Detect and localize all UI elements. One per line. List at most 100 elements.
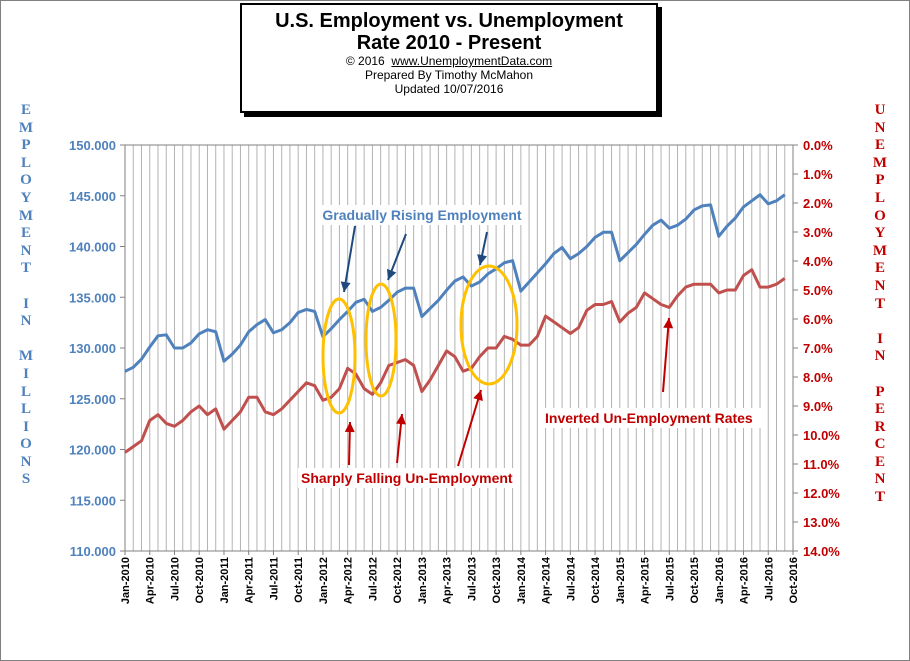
right-axis-tick-label: 10.0%	[803, 428, 840, 443]
left-axis-label-letter: E	[20, 225, 31, 242]
right-axis-tick-label: 12.0%	[803, 486, 840, 501]
copyright-line: © 2016 www.UnemploymentData.com	[242, 54, 656, 68]
x-axis-tick-label: Jul-2016	[763, 557, 775, 601]
x-axis-tick-label: Apr-2014	[541, 556, 553, 604]
left-axis-label-letter: Y	[20, 189, 32, 206]
left-axis-label-letter: M	[18, 119, 34, 136]
left-axis-label-letter: L	[20, 401, 31, 418]
right-axis-label-letter: O	[874, 207, 886, 224]
left-axis-tick-label: 115.000	[70, 493, 116, 508]
left-axis-label-letter: L	[20, 383, 31, 400]
right-axis-label-letter: E	[874, 453, 885, 470]
x-axis-tick-label: Oct-2016	[788, 557, 800, 603]
right-axis-label-letter	[868, 313, 892, 331]
x-axis-tick-label: Oct-2011	[293, 557, 305, 603]
right-axis-label-letter: N	[874, 119, 886, 136]
x-axis-tick-label: Jul-2012	[367, 557, 379, 601]
left-axis-tick-label: 145.000	[69, 189, 116, 204]
x-axis-tick-label: Jan-2013	[417, 557, 429, 604]
left-axis-label-letter: L	[20, 154, 31, 171]
x-axis-tick-label: Apr-2010	[145, 557, 157, 604]
chart-title-box: U.S. Employment vs. Unemployment Rate 20…	[240, 3, 658, 113]
employment-line	[124, 193, 786, 373]
right-axis-label-letter: Y	[874, 225, 886, 242]
left-axis-tick-label: 110.000	[70, 544, 116, 559]
arrow-rising-employment-head	[386, 268, 397, 280]
arrow-inverted-rates	[662, 317, 670, 393]
right-axis-label-letter: E	[874, 401, 885, 418]
left-axis-tick-label: 135.000	[69, 290, 116, 305]
x-axis-tick-label: Jul-2013	[466, 557, 478, 601]
right-axis-label-letter: N	[874, 471, 886, 488]
left-axis-label-letter: N	[20, 242, 32, 259]
left-axis-tick-label: 130.000	[69, 341, 116, 356]
right-axis-label-letter	[868, 366, 892, 384]
right-axis-tick-label: 6.0%	[803, 312, 833, 327]
left-axis-label-letter: I	[23, 365, 29, 382]
x-axis-tick-label: Apr-2015	[640, 557, 652, 604]
right-axis-label-letter: E	[874, 260, 885, 277]
annotation-inverted-rates: Inverted Un-Employment Rates	[545, 410, 753, 426]
right-axis-label-letter: R	[874, 418, 886, 435]
highlight-ellipse	[364, 282, 398, 398]
right-axis-tick-label: 4.0%	[803, 254, 833, 269]
x-axis-tick-label: Oct-2014	[590, 556, 602, 603]
right-axis-label-letter: T	[874, 489, 885, 506]
x-axis-tick-label: Jan-2016	[714, 557, 726, 604]
arrow-inverted-rates-head	[663, 318, 674, 329]
right-axis-label-letter: E	[874, 137, 885, 154]
annotation-rising-employment-bg	[317, 205, 527, 225]
right-axis-label-letter: I	[877, 330, 883, 347]
right-axis-label-letter: N	[874, 348, 886, 365]
chart-title-line2: Rate 2010 - Present	[356, 32, 542, 54]
left-axis-label-letter: O	[20, 172, 32, 189]
left-axis-label-letter: I	[23, 295, 29, 312]
arrow-rising-employment	[343, 225, 356, 293]
right-axis-tick-label: 5.0%	[803, 283, 833, 298]
left-axis-tick-label: 120.000	[69, 443, 116, 458]
right-axis-tick-label: 8.0%	[803, 370, 833, 385]
x-axis-tick-label: Jan-2011	[219, 557, 231, 603]
left-axis-label-letter: O	[20, 436, 32, 453]
right-axis-tick-label: 1.0%	[803, 167, 833, 182]
left-axis-label-letter: N	[20, 453, 32, 470]
annotation-inverted-rates-bg	[542, 408, 764, 428]
x-axis-tick-label: Jul-2011	[268, 557, 280, 600]
annotation-falling-unemployment-bg	[298, 468, 520, 488]
prepared-by-text: Prepared By Timothy McMahon	[364, 68, 534, 82]
right-axis-label-letter: P	[875, 383, 885, 400]
x-axis-tick-label: Oct-2015	[689, 557, 701, 603]
left-axis-label-letter: E	[20, 102, 31, 118]
left-axis-label-letter: S	[21, 471, 31, 488]
right-axis-label-letter: M	[872, 154, 888, 171]
x-axis-tick-label: Jul-2015	[664, 557, 676, 601]
right-axis-label-letter: P	[875, 172, 885, 189]
updated-date-text: Updated 10/07/2016	[394, 82, 504, 96]
x-axis-tick-label: Jan-2012	[318, 557, 330, 604]
x-axis-tick-label: Jul-2010	[169, 557, 181, 601]
left-axis-label-letter	[14, 278, 38, 296]
x-axis-tick-label: Oct-2010	[194, 557, 206, 603]
x-axis-tick-label: Apr-2016	[739, 557, 751, 604]
left-axis-label-letter	[14, 331, 38, 349]
website-link[interactable]: www.UnemploymentData.com	[391, 54, 553, 68]
left-axis-label-letter: T	[20, 260, 31, 277]
x-axis-tick-label: Apr-2012	[343, 557, 355, 604]
x-axis-tick-label: Apr-2013	[442, 557, 454, 604]
right-axis-tick-label: 3.0%	[803, 225, 833, 240]
left-axis-label-letter: M	[18, 348, 34, 365]
right-axis-tick-label: 14.0%	[803, 544, 840, 559]
right-axis-label-letter: M	[872, 242, 888, 259]
arrow-falling-unemployment-head	[344, 422, 355, 433]
arrow-rising-employment-head	[477, 254, 487, 265]
left-axis-tick-label: 140.000	[69, 240, 116, 255]
unemployment-line	[124, 268, 786, 454]
x-axis-tick-label: Jan-2010	[120, 557, 132, 604]
copyright-text: © 2016	[345, 54, 385, 68]
arrow-rising-employment-head	[340, 281, 351, 292]
right-axis-label-letter: T	[874, 295, 885, 312]
right-axis-label-letter: L	[874, 189, 885, 206]
